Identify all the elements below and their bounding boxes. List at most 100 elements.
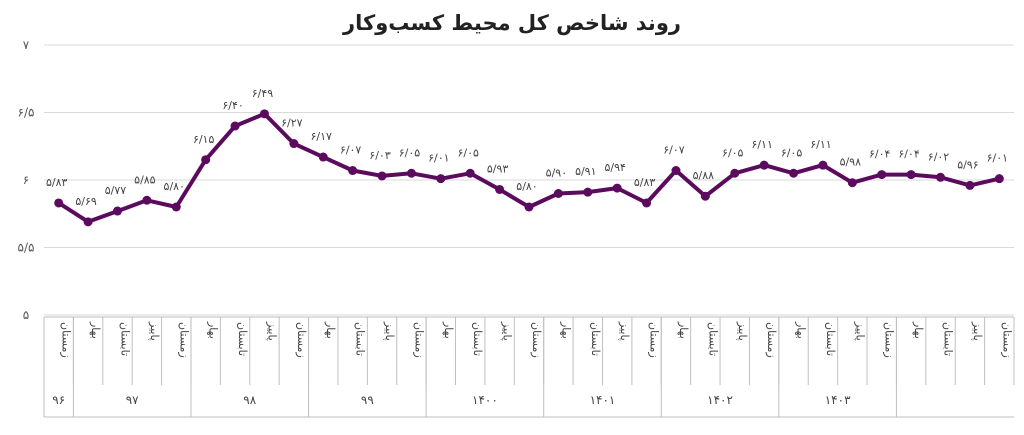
x-tick-label: پاییز [736, 321, 749, 341]
data-point [642, 198, 652, 208]
data-label: ۵/۸۰ [516, 180, 537, 193]
data-point [671, 166, 681, 176]
data-label: ۶/۰۳ [369, 149, 391, 162]
x-tick-label: زمستان [530, 322, 543, 358]
x-tick-label: پاییز [265, 321, 278, 341]
data-label: ۶/۰۱ [428, 152, 449, 165]
x-tick-label: زمستان [177, 322, 190, 358]
data-point [259, 109, 269, 119]
data-label: ۶/۰۷ [663, 144, 685, 157]
y-tick-label: ۵ [23, 308, 29, 322]
data-label: ۶/۰۲ [928, 150, 950, 163]
y-tick-label: ۶/۵ [18, 106, 35, 120]
x-tick-label: زمستان [1000, 322, 1013, 358]
year-label: ۹۶ [52, 393, 65, 407]
year-label: ۹۸ [243, 393, 256, 407]
data-label: ۵/۸۵ [134, 173, 156, 186]
data-point [406, 168, 416, 178]
year-label: ۱۴۰۱ [590, 393, 616, 407]
data-label: ۵/۸۸ [693, 169, 715, 182]
chart-title: روند شاخص کل محیط کسب‌وکار [342, 11, 681, 35]
x-tick-label: بهار [89, 321, 102, 339]
data-label: ۵/۷۷ [105, 184, 127, 197]
x-tick-label: بهار [442, 321, 455, 339]
x-tick-label: تابستان [354, 322, 367, 356]
data-label: ۶/۰۴ [869, 148, 891, 161]
year-label: ۹۷ [126, 393, 139, 407]
data-label: ۶/۰۷ [340, 144, 362, 157]
x-tick-label: تابستان [706, 322, 719, 356]
data-point [289, 139, 299, 149]
data-label: ۵/۹۰ [546, 167, 567, 180]
data-label: ۵/۹۸ [840, 156, 862, 169]
y-axis: ۵ ۵/۵ ۶ ۶/۵ ۷ [18, 38, 35, 322]
x-tick-label: زمستان [412, 322, 425, 358]
data-point [201, 155, 211, 165]
data-point [318, 152, 328, 162]
x-tick-label: زمستان [765, 322, 778, 358]
x-tick-label: بهار [207, 321, 220, 339]
data-point [553, 189, 563, 198]
data-label: ۵/۸۰ [164, 180, 185, 193]
y-tick-label: ۶ [23, 173, 29, 187]
data-point [906, 170, 916, 180]
data-point [142, 195, 152, 205]
data-point [789, 168, 799, 178]
x-tick-label: زمستان [648, 322, 661, 358]
data-label: ۶/۱۱ [810, 138, 831, 151]
x-tick-label: پاییز [618, 321, 631, 341]
data-point [171, 202, 181, 212]
x-tick-label: تابستان [589, 322, 602, 356]
data-label: ۶/۰۵ [399, 146, 421, 159]
data-point [759, 160, 769, 170]
x-tick-label: زمستان [60, 322, 73, 358]
data-point [524, 202, 534, 212]
data-label: ۶/۱۷ [311, 130, 333, 143]
data-point [112, 206, 122, 216]
data-label: ۶/۴۰ [222, 99, 243, 112]
data-point [230, 121, 240, 131]
data-label: ۶/۴۹ [252, 87, 274, 100]
data-point [436, 174, 446, 184]
y-tick-label: ۷ [23, 38, 30, 52]
x-tick-label: پاییز [501, 321, 514, 341]
x-tick-label: زمستان [883, 322, 896, 358]
data-point [994, 174, 1004, 184]
data-label: ۶/۰۵ [457, 146, 479, 159]
year-label: ۹۹ [361, 393, 374, 407]
x-tick-label: تابستان [471, 322, 484, 356]
x-tick-label: بهار [912, 321, 925, 339]
x-tick-label: پاییز [148, 321, 161, 341]
data-point [583, 187, 593, 197]
data-point [965, 180, 975, 190]
data-label: ۶/۱۱ [751, 138, 772, 151]
x-tick-label: پاییز [853, 321, 866, 341]
data-label: ۵/۹۶ [957, 158, 978, 171]
data-point [495, 184, 505, 194]
data-label: ۵/۹۱ [575, 165, 596, 178]
series-line-layer [54, 109, 1004, 227]
data-point [83, 217, 93, 227]
x-tick-label: تابستان [942, 322, 955, 356]
data-point [612, 183, 622, 193]
grid-layer [44, 44, 1014, 316]
data-label: ۵/۸۳ [634, 176, 656, 189]
data-point [465, 168, 475, 178]
x-tick-label: پاییز [971, 321, 984, 341]
x-tick-label: پاییز [383, 321, 396, 341]
data-point [348, 166, 358, 176]
x-axis: ۹۶ ۹۷ ۹۸ ۹۹ ۱۴۰۰ ۱۴۰۱ ۱۴۰۲ ۱۴۰۳ زمستان بهار تابستا… [43, 316, 1015, 418]
data-point [700, 191, 710, 201]
x-tick-label: زمستان [295, 322, 308, 358]
x-tick-label: تابستان [824, 322, 837, 356]
data-label: ۶/۱۵ [193, 133, 215, 146]
y-tick-label: ۵/۵ [18, 241, 35, 255]
x-tick-label: بهار [559, 321, 572, 339]
data-label: ۵/۸۳ [46, 176, 68, 189]
data-label: ۵/۶۹ [75, 195, 97, 208]
year-label: ۱۴۰۰ [472, 393, 498, 407]
x-tick-label: بهار [677, 321, 690, 339]
data-label-layer: ۵/۸۳ ۵/۶۹ ۵/۷۷ ۵/۸۵ ۵/۸۰ ۶/۱۵ ۶/۴۰ ۶/۴۹ ۶/۲۷ ۶/۱۷… [46, 87, 1008, 208]
data-point [818, 160, 828, 170]
